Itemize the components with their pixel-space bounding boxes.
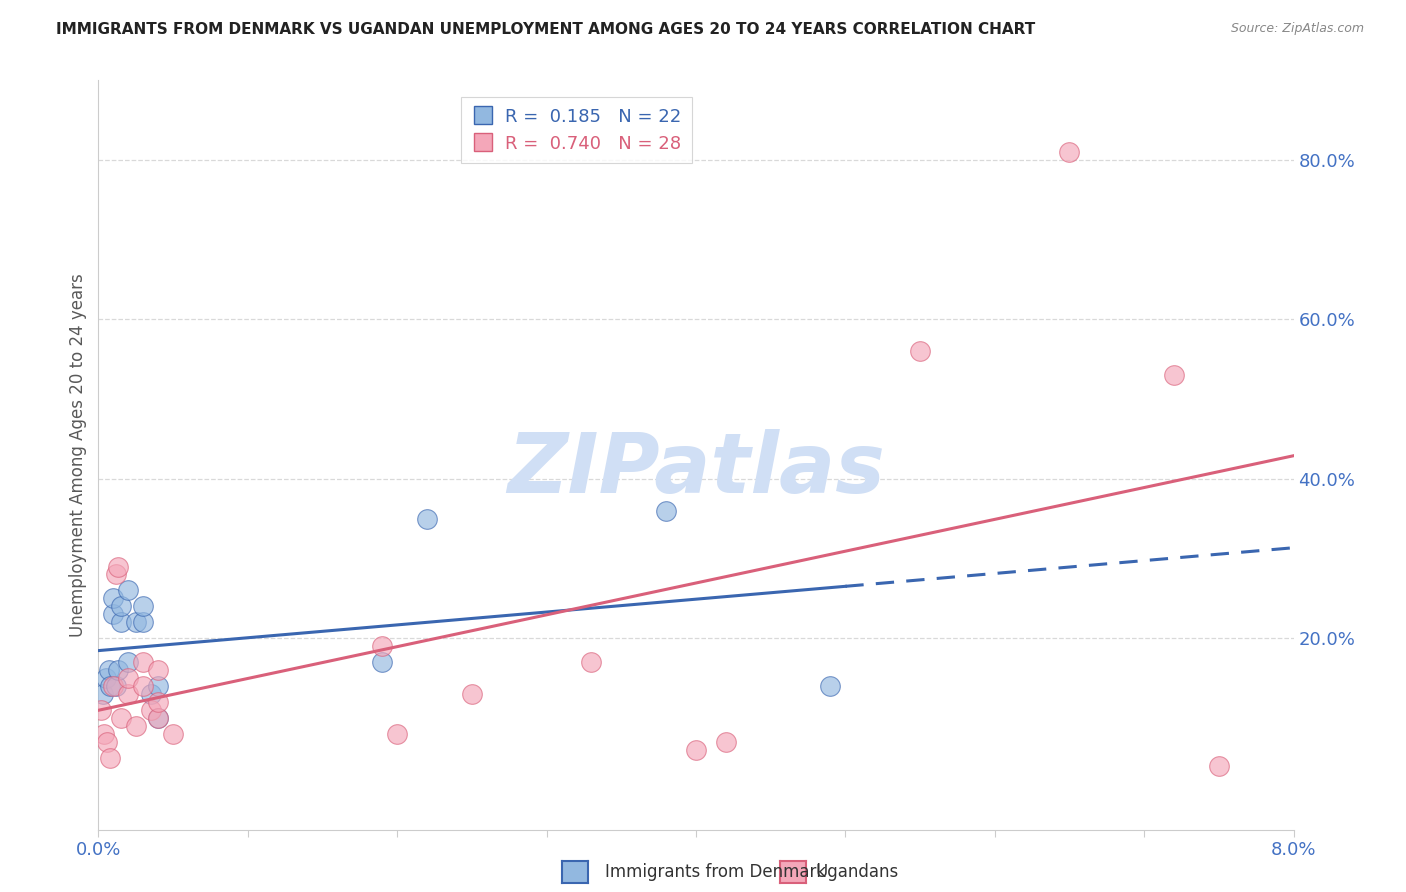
Point xyxy=(581,655,603,669)
Legend: R =  0.185   N = 22, R =  0.740   N = 28: R = 0.185 N = 22, R = 0.740 N = 28 xyxy=(461,97,692,163)
Text: Ugandans: Ugandans xyxy=(815,863,898,881)
Point xyxy=(714,735,737,749)
Point xyxy=(93,727,115,741)
Point xyxy=(103,679,125,693)
Point xyxy=(148,679,170,693)
Point xyxy=(105,679,128,693)
Point xyxy=(110,711,132,725)
Text: Immigrants from Denmark: Immigrants from Denmark xyxy=(605,863,825,881)
Point xyxy=(98,679,122,693)
Point xyxy=(117,583,139,598)
Point xyxy=(148,711,170,725)
Point xyxy=(91,687,114,701)
Point xyxy=(110,599,132,614)
Point xyxy=(110,615,132,630)
Point xyxy=(132,615,155,630)
Point xyxy=(90,703,112,717)
Point xyxy=(107,559,129,574)
Point xyxy=(148,663,170,677)
Point xyxy=(148,695,170,709)
Point xyxy=(98,751,122,765)
Point xyxy=(125,719,148,733)
Point xyxy=(162,727,184,741)
Point xyxy=(105,567,128,582)
Point xyxy=(132,679,155,693)
Point xyxy=(117,687,139,701)
Point xyxy=(94,671,117,685)
Point xyxy=(132,655,155,669)
Point xyxy=(1208,759,1230,773)
Point xyxy=(655,504,678,518)
Point xyxy=(148,711,170,725)
Point xyxy=(1059,145,1081,159)
Y-axis label: Unemployment Among Ages 20 to 24 years: Unemployment Among Ages 20 to 24 years xyxy=(69,273,87,637)
Point xyxy=(820,679,842,693)
Point xyxy=(416,511,439,525)
Point xyxy=(139,687,162,701)
Point xyxy=(107,663,129,677)
Point xyxy=(103,591,125,606)
Point xyxy=(908,344,931,359)
Text: IMMIGRANTS FROM DENMARK VS UGANDAN UNEMPLOYMENT AMONG AGES 20 TO 24 YEARS CORREL: IMMIGRANTS FROM DENMARK VS UGANDAN UNEMP… xyxy=(56,22,1035,37)
Point xyxy=(1163,368,1185,383)
Point xyxy=(461,687,484,701)
Point xyxy=(117,671,139,685)
Point xyxy=(371,639,394,653)
Text: Source: ZipAtlas.com: Source: ZipAtlas.com xyxy=(1230,22,1364,36)
Point xyxy=(385,727,409,741)
Point xyxy=(371,655,394,669)
Point xyxy=(103,607,125,622)
Point xyxy=(125,615,148,630)
Point xyxy=(132,599,155,614)
Text: ZIPatlas: ZIPatlas xyxy=(508,429,884,510)
Point xyxy=(96,735,118,749)
Point xyxy=(139,703,162,717)
Point xyxy=(97,663,120,677)
Point xyxy=(685,743,707,757)
Point xyxy=(117,655,139,669)
